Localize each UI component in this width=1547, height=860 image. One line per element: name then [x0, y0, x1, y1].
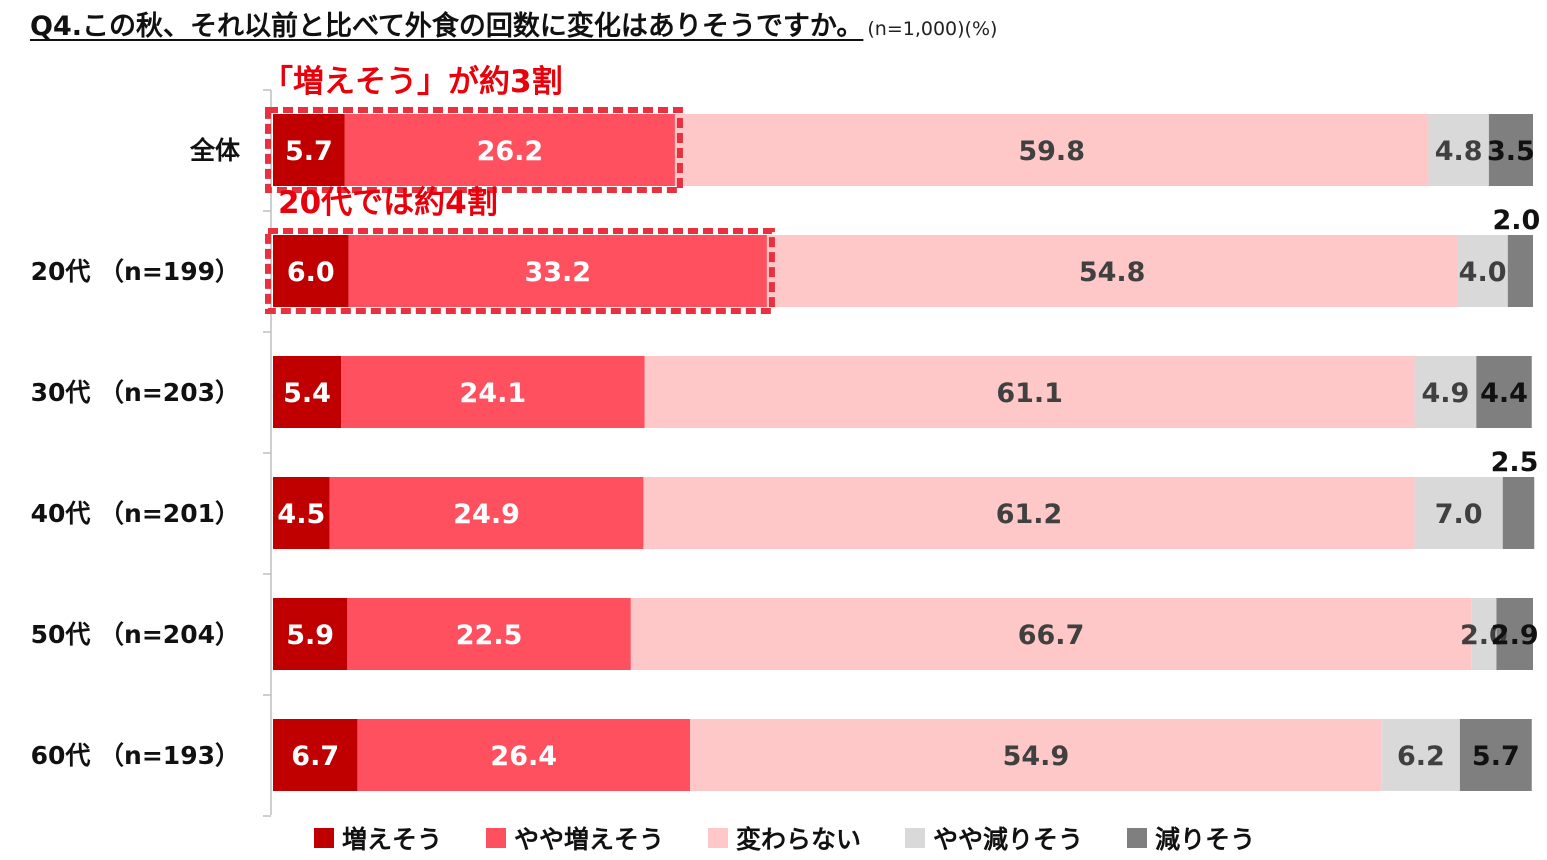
legend-label: やや減りそう — [933, 825, 1084, 854]
data-label: 33.2 — [524, 257, 591, 288]
legend: 増えそう やや増えそう 変わらない やや減りそう 減りそう — [314, 818, 1299, 858]
data-label: 4.5 — [277, 499, 325, 530]
bar-segment — [273, 356, 342, 428]
data-label: 2.5 — [1491, 447, 1539, 478]
data-labels-layer: 5.7 26.2 59.8 4.8 3.5 6.0 33.2 54.8 4.0 2.0 5.4 24.… — [277, 136, 1540, 772]
data-label: 5.7 — [285, 136, 333, 167]
legend-swatch — [1127, 828, 1148, 848]
category-label: 50代 （n=204） — [31, 620, 240, 649]
legend-label: 減りそう — [1155, 825, 1256, 854]
data-label: 54.8 — [1079, 257, 1146, 288]
data-label: 4.9 — [1422, 378, 1470, 409]
bar-segment — [1476, 356, 1532, 428]
data-label: 26.4 — [490, 741, 557, 772]
bar-segment — [644, 356, 1415, 428]
bar-segment — [273, 477, 330, 549]
callout-box — [265, 228, 775, 314]
data-label: 5.9 — [286, 620, 334, 651]
category-label: 30代 （n=203） — [31, 378, 240, 407]
bar-segment — [273, 719, 358, 791]
data-label: 24.9 — [453, 499, 520, 530]
legend-swatch — [314, 828, 334, 848]
legend-item: 増えそう — [314, 820, 442, 856]
data-label: 2.9 — [1491, 620, 1539, 651]
data-label: 6.7 — [291, 741, 339, 772]
bar-segment — [1381, 719, 1460, 791]
callout-box — [265, 107, 683, 193]
data-label: 26.2 — [477, 136, 544, 167]
data-label: 4.8 — [1435, 136, 1483, 167]
data-label: 6.2 — [1397, 741, 1445, 772]
bar-segment — [273, 114, 345, 186]
data-label: 61.1 — [996, 378, 1063, 409]
bar-segment — [766, 235, 1458, 307]
category-label: 60代 （n=193） — [31, 741, 240, 770]
bar-segment — [1428, 114, 1489, 186]
data-label: 7.0 — [1435, 499, 1483, 530]
legend-swatch — [905, 828, 926, 848]
bar-segment — [1502, 477, 1535, 549]
chart-title: Q4.この秋、それ以前と比べて外食の回数に変化はありそうですか。 — [30, 11, 864, 42]
title-block: Q4.この秋、それ以前と比べて外食の回数に変化はありそうですか。 (n=1,000… — [30, 4, 997, 44]
bar-segment — [1471, 598, 1497, 670]
callout-layer: 「増えそう」が約3割 20代では約4割 — [262, 64, 775, 314]
bar-segment — [630, 598, 1472, 670]
legend-label: 増えそう — [342, 825, 443, 854]
bar-segment — [273, 598, 348, 670]
bar-segment — [348, 235, 767, 307]
axis-layer — [263, 89, 272, 817]
bar-segment — [643, 477, 1415, 549]
callout-text: 20代では約4割 — [278, 185, 498, 221]
data-label: 66.7 — [1018, 620, 1085, 651]
bar-segment — [1507, 235, 1533, 307]
legend-item: 減りそう — [1127, 820, 1255, 856]
legend-label: やや増えそう — [514, 825, 665, 854]
callout-text: 「増えそう」が約3割 — [262, 64, 563, 100]
bar-segment — [674, 114, 1429, 186]
category-label: 全体 — [189, 136, 241, 165]
bar-segment — [341, 356, 645, 428]
bar-segment — [1459, 719, 1532, 791]
data-label: 2.0 — [1492, 205, 1540, 236]
data-label: 3.5 — [1487, 136, 1535, 167]
bar-segment — [1488, 114, 1533, 186]
data-label: 24.1 — [460, 378, 527, 409]
bar-segment — [1457, 235, 1508, 307]
data-label: 59.8 — [1018, 136, 1085, 167]
bar-segment — [1414, 356, 1477, 428]
data-label: 61.2 — [996, 499, 1063, 530]
legend-swatch — [708, 828, 729, 848]
legend-item: 変わらない — [708, 820, 861, 856]
data-label: 5.7 — [1472, 741, 1520, 772]
bar-segment — [1414, 477, 1503, 549]
data-label: 4.0 — [1459, 257, 1507, 288]
bar-segment — [347, 598, 631, 670]
bar-segment — [344, 114, 675, 186]
data-label: 6.0 — [287, 257, 335, 288]
data-label: 22.5 — [456, 620, 523, 651]
data-label: 5.4 — [283, 378, 331, 409]
bar-segment — [357, 719, 691, 791]
legend-label: 変わらない — [736, 825, 862, 854]
data-label: 2.0 — [1460, 620, 1508, 651]
bar-segment — [329, 477, 644, 549]
legend-item: やや減りそう — [905, 820, 1083, 856]
legend-swatch — [486, 828, 507, 848]
category-labels-layer: 全体 20代 （n=199） 30代 （n=203） 40代 （n=201） 50代 （… — [31, 136, 241, 770]
category-label: 20代 （n=199） — [31, 257, 240, 286]
bar-segment — [1496, 598, 1533, 670]
category-label: 40代 （n=201） — [31, 499, 240, 528]
bar-segment — [273, 235, 349, 307]
data-label: 54.9 — [1003, 741, 1070, 772]
bars-layer — [273, 114, 1535, 791]
bar-segment — [690, 719, 1382, 791]
legend-item: やや増えそう — [486, 820, 664, 856]
sample-size-note: (n=1,000)(%) — [867, 18, 998, 40]
stacked-bar-chart: 5.7 26.2 59.8 4.8 3.5 6.0 33.2 54.8 4.0 2.0 5.4 24.… — [31, 64, 1540, 817]
data-label: 4.4 — [1480, 378, 1528, 409]
